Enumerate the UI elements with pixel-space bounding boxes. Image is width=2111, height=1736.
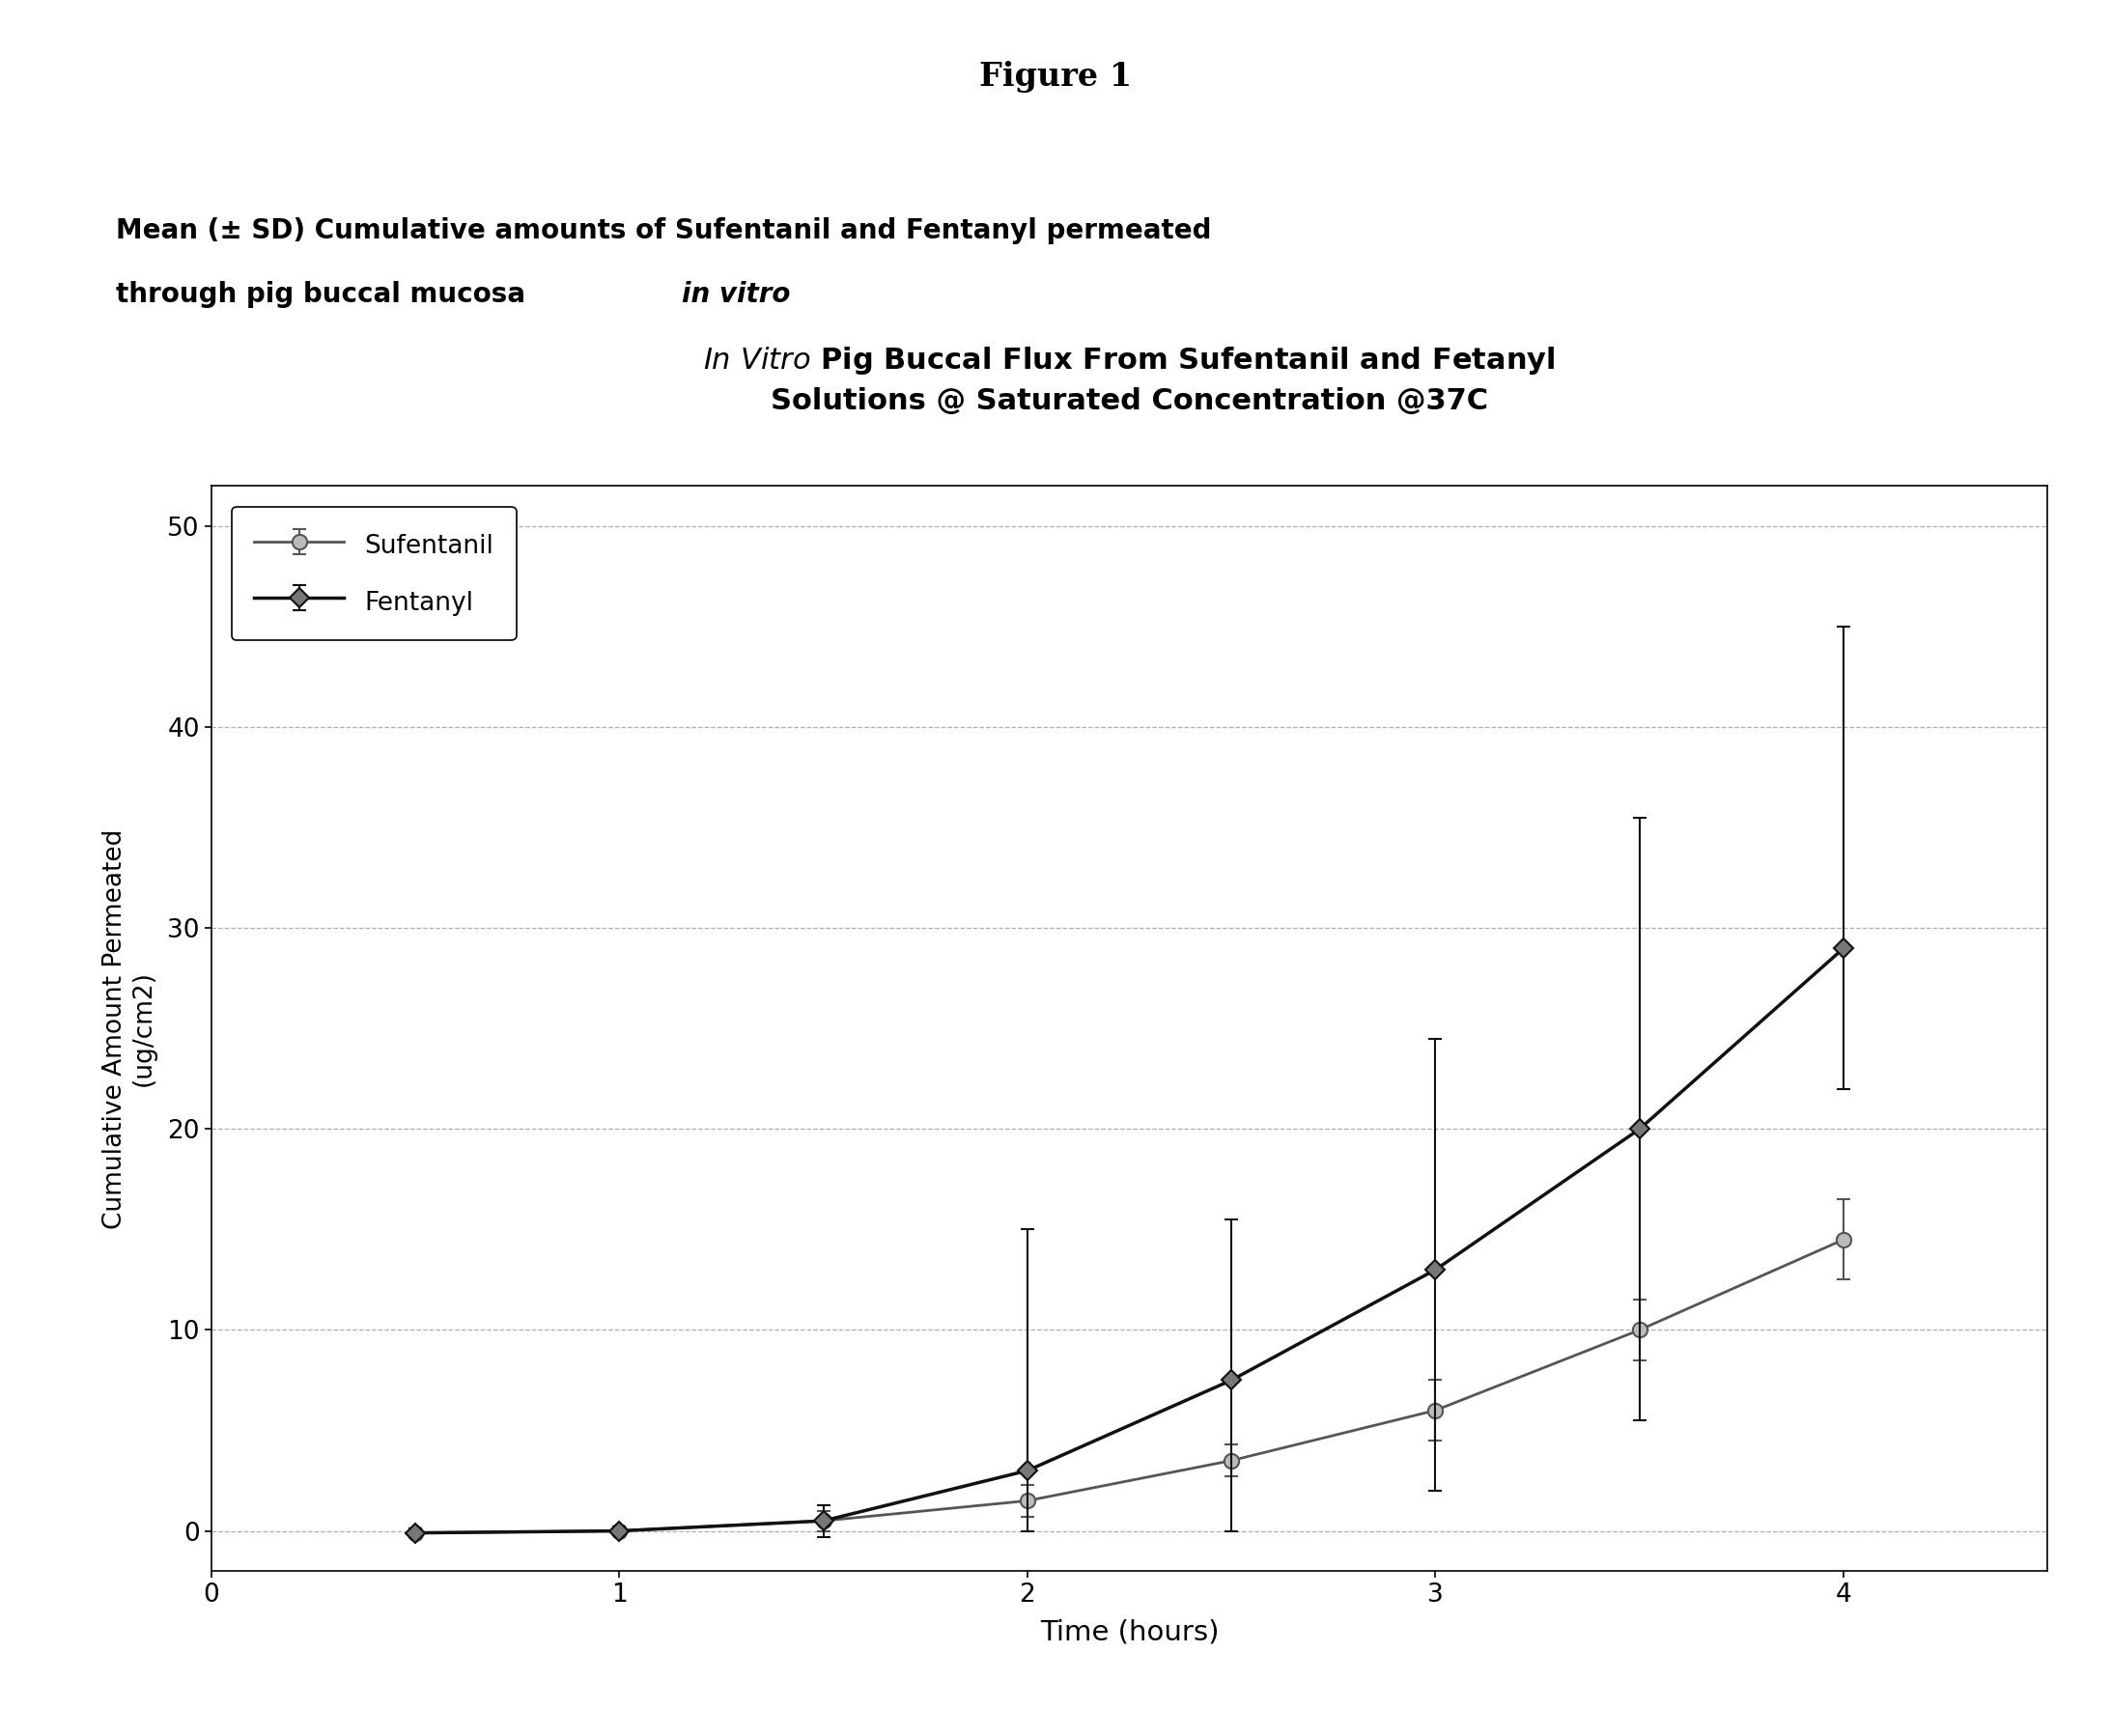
Text: Mean (± SD) Cumulative amounts of Sufentanil and Fentanyl permeated: Mean (± SD) Cumulative amounts of Sufent…: [116, 217, 1212, 245]
Legend: Sufentanil, Fentanyl: Sufentanil, Fentanyl: [232, 507, 517, 641]
Text: through pig buccal mucosa: through pig buccal mucosa: [116, 281, 534, 309]
Text: in vitro: in vitro: [682, 281, 790, 309]
Text: $\mathit{In\ Vitro}$ Pig Buccal Flux From Sufentanil and Fetanyl
Solutions @ Sat: $\mathit{In\ Vitro}$ Pig Buccal Flux Fro…: [703, 344, 1556, 415]
Text: Figure 1: Figure 1: [980, 61, 1131, 92]
Y-axis label: Cumulative Amount Permeated
(ug/cm2): Cumulative Amount Permeated (ug/cm2): [103, 828, 156, 1229]
X-axis label: Time (hours): Time (hours): [1041, 1618, 1218, 1646]
